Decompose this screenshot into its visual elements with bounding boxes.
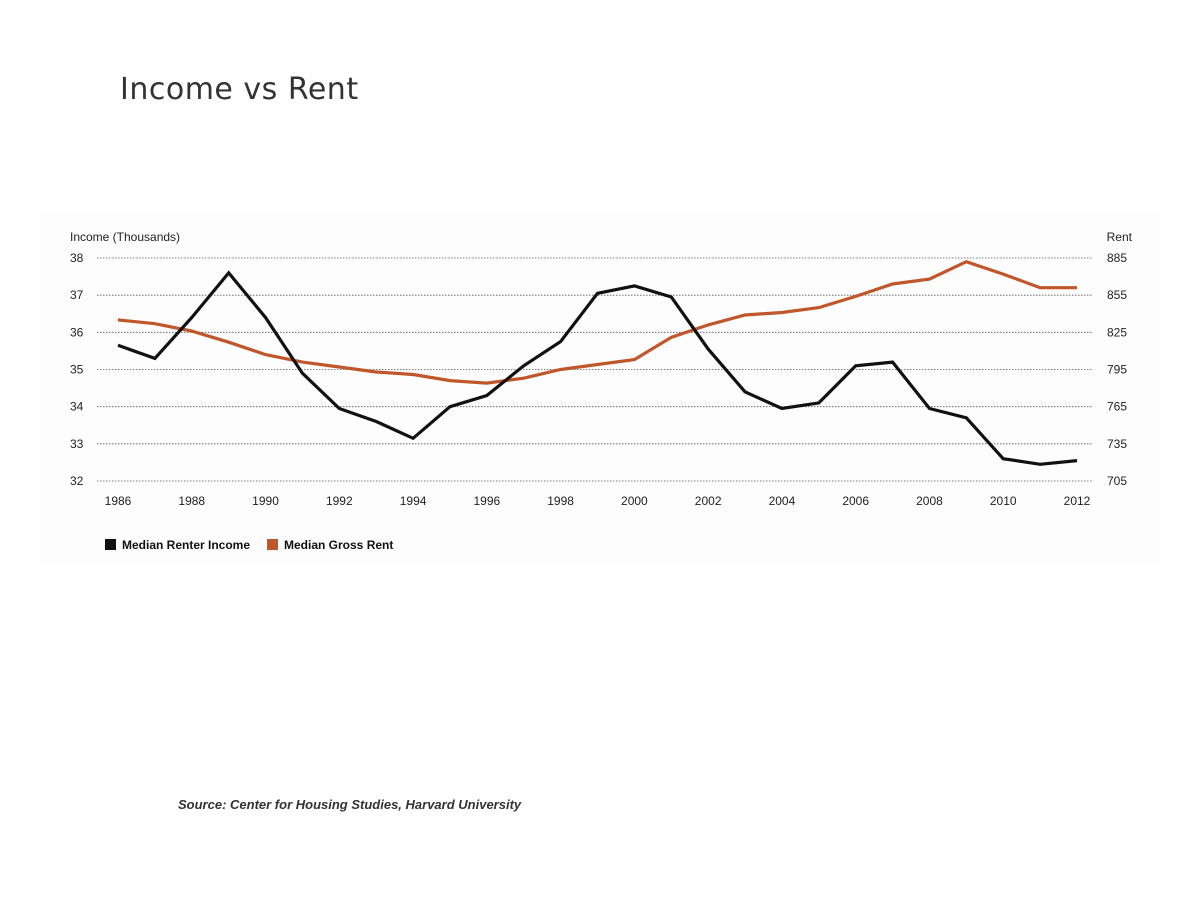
x-tick-label: 1988 — [178, 494, 205, 508]
gridlines — [97, 257, 1092, 482]
x-tick-label: 2008 — [916, 494, 943, 508]
x-tick-label: 1996 — [473, 494, 500, 508]
right-tick-label: 705 — [1107, 474, 1127, 488]
x-tick-label: 2000 — [621, 494, 648, 508]
right-tick-label: 885 — [1107, 251, 1127, 265]
x-tick-label: 2002 — [695, 494, 722, 508]
right-tick-label: 765 — [1107, 400, 1127, 414]
x-tick-label: 2012 — [1064, 494, 1091, 508]
left-tick-label: 34 — [70, 400, 84, 414]
right-tick-label: 795 — [1107, 363, 1127, 377]
left-tick-label: 36 — [70, 325, 84, 339]
x-tick-label: 2010 — [990, 494, 1017, 508]
legend-swatch — [105, 539, 116, 550]
left-tick-label: 33 — [70, 437, 84, 451]
x-tick-label: 1998 — [547, 494, 574, 508]
series-line-median-gross-rent — [117, 259, 1077, 385]
series-line-median-renter-income — [117, 270, 1078, 466]
x-axis-ticks: 1986 1988 1990 1992 1994 1996 1998 2000 2002 2004… — [105, 494, 1091, 508]
right-tick-label: 825 — [1107, 325, 1127, 339]
left-tick-label: 35 — [70, 363, 84, 377]
x-tick-label: 1990 — [252, 494, 279, 508]
left-tick-label: 37 — [70, 288, 84, 302]
left-axis-label: Income (Thousands) — [70, 230, 180, 244]
chart-panel: 32 33 34 35 36 37 38 705 735 765 795 825 855 885 198… — [40, 213, 1160, 565]
left-tick-label: 38 — [70, 251, 84, 265]
right-tick-label: 855 — [1107, 288, 1127, 302]
x-tick-label: 1986 — [105, 494, 132, 508]
legend-swatch — [267, 539, 278, 550]
legend-label: Median Renter Income — [122, 538, 250, 552]
source-note: Source: Center for Housing Studies, Harv… — [178, 797, 522, 812]
x-tick-label: 2004 — [769, 494, 796, 508]
x-tick-label: 1992 — [326, 494, 353, 508]
series-lines — [117, 259, 1078, 466]
right-axis-ticks: 705 735 765 795 825 855 885 — [1107, 251, 1127, 488]
page-title: Income vs Rent — [120, 72, 359, 107]
x-tick-label: 2006 — [842, 494, 869, 508]
legend: Median Renter Income Median Gross Rent — [105, 538, 393, 552]
left-tick-label: 32 — [70, 474, 84, 488]
x-tick-label: 1994 — [400, 494, 427, 508]
legend-label: Median Gross Rent — [284, 538, 393, 552]
income-rent-chart: 32 33 34 35 36 37 38 705 735 765 795 825 855 885 198… — [70, 230, 1133, 552]
right-axis-label: Rent — [1107, 230, 1133, 244]
left-axis-ticks: 32 33 34 35 36 37 38 — [70, 251, 84, 488]
right-tick-label: 735 — [1107, 437, 1127, 451]
